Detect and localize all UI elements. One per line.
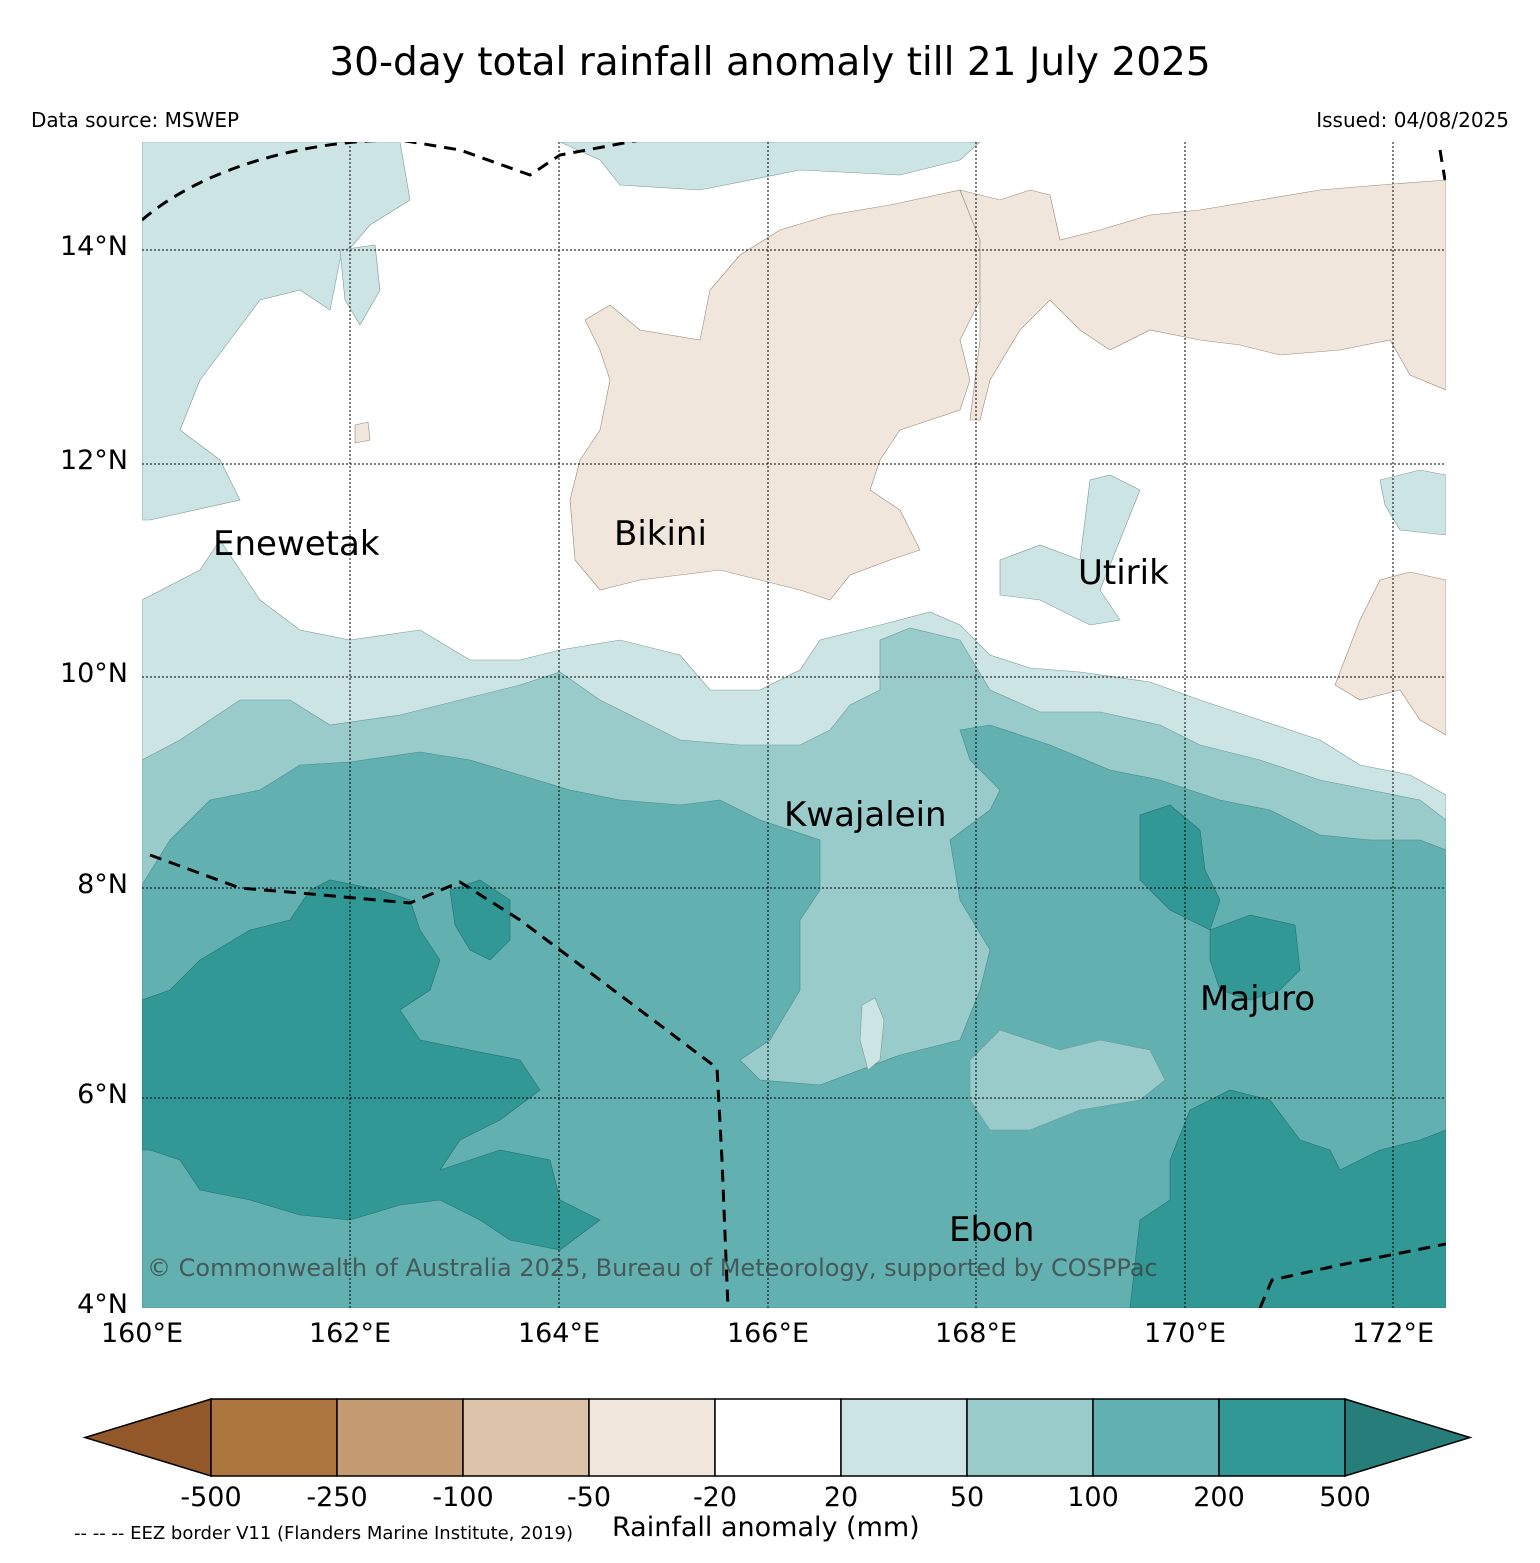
contour-neg20-neg50-small <box>354 421 371 444</box>
lon-label-170e: 170°E <box>1143 1318 1227 1349</box>
copyright-notice: © Commonwealth of Australia 2025, Bureau… <box>147 1254 1158 1282</box>
issued-date-label: Issued: 04/08/2025 <box>1316 108 1509 132</box>
colorbar-swatch <box>588 1398 716 1477</box>
colorbar-tick: 20 <box>823 1482 859 1513</box>
colorbar-swatch <box>714 1398 842 1477</box>
lat-label-10n: 10°N <box>59 658 128 689</box>
data-source-label: Data source: MSWEP <box>31 108 240 132</box>
colorbar-tick: 200 <box>1193 1482 1245 1513</box>
colorbar-tick: -250 <box>306 1482 368 1513</box>
lat-label-6n: 6°N <box>77 1079 128 1110</box>
colorbar-swatch <box>840 1398 968 1477</box>
contour-20-50-northwest <box>142 142 411 521</box>
contour-200-500-majuro <box>1209 914 1301 1001</box>
colorbar-extend-low <box>82 1397 212 1478</box>
lat-label-8n: 8°N <box>77 869 128 900</box>
lon-label-166e: 166°E <box>726 1318 810 1349</box>
lon-label-162e: 162°E <box>308 1318 392 1349</box>
lon-label-168e: 168°E <box>934 1318 1018 1349</box>
island-label-enewetak: Enewetak <box>213 524 380 564</box>
contour-neg20-neg50-east <box>1334 571 1446 736</box>
contour-20-50-island <box>339 244 381 326</box>
lat-label-14n: 14°N <box>59 231 128 262</box>
colorbar-tick: 50 <box>949 1482 985 1513</box>
island-label-kwajalein: Kwajalein <box>784 795 947 835</box>
colorbar-swatch <box>966 1398 1094 1477</box>
contour-20-50-utirik <box>999 474 1141 626</box>
colorbar-swatch <box>462 1398 590 1477</box>
colorbar-extend-high <box>1344 1397 1473 1478</box>
colorbar-tick: -500 <box>180 1482 242 1513</box>
eez-border <box>142 142 1446 1308</box>
colorbar-swatch <box>336 1398 464 1477</box>
contour-20-50-north <box>559 142 981 191</box>
map-title: 30-day total rainfall anomaly till 21 Ju… <box>329 40 1211 85</box>
colorbar-tick: -50 <box>566 1482 612 1513</box>
lat-label-4n: 4°N <box>77 1289 128 1320</box>
colorbar-tick: 500 <box>1319 1482 1371 1513</box>
island-label-majuro: Majuro <box>1200 979 1316 1019</box>
colorbar-tick: 100 <box>1067 1482 1119 1513</box>
contour-20-50-inner <box>859 997 885 1071</box>
colorbar-tick: -20 <box>692 1482 738 1513</box>
eez-legend-note: -- -- -- EEZ border V11 (Flanders Marine… <box>74 1523 574 1544</box>
contour-50-100-inner <box>969 1029 1166 1131</box>
anomaly-contours <box>142 142 1446 1308</box>
colorbar-swatch <box>1218 1398 1346 1477</box>
lat-label-12n: 12°N <box>59 445 128 476</box>
lon-label-160e: 160°E <box>100 1318 184 1349</box>
lon-label-164e: 164°E <box>517 1318 601 1349</box>
island-label-bikini: Bikini <box>614 514 707 554</box>
colorbar-swatch <box>1092 1398 1220 1477</box>
colorbar-tick: -100 <box>432 1482 494 1513</box>
contour-200-500-mid <box>449 879 511 961</box>
island-label-utirik: Utirik <box>1078 553 1169 593</box>
contour-200-500-majuro-north <box>1139 804 1221 931</box>
colorbar <box>82 1397 1473 1478</box>
contour-20-50-east <box>1379 469 1446 536</box>
graticule <box>142 142 1446 1308</box>
contour-neg20-neg50-bikini <box>569 189 981 601</box>
colorbar-swatch <box>210 1398 338 1477</box>
colorbar-label: Rainfall anomaly (mm) <box>612 1512 920 1543</box>
island-label-ebon: Ebon <box>949 1210 1035 1250</box>
contour-neg20-neg50-northeast <box>959 179 1446 421</box>
contour-200-500-west <box>142 879 601 1251</box>
contour-200-500-southeast <box>1129 1089 1446 1308</box>
lon-label-172e: 172°E <box>1351 1318 1435 1349</box>
